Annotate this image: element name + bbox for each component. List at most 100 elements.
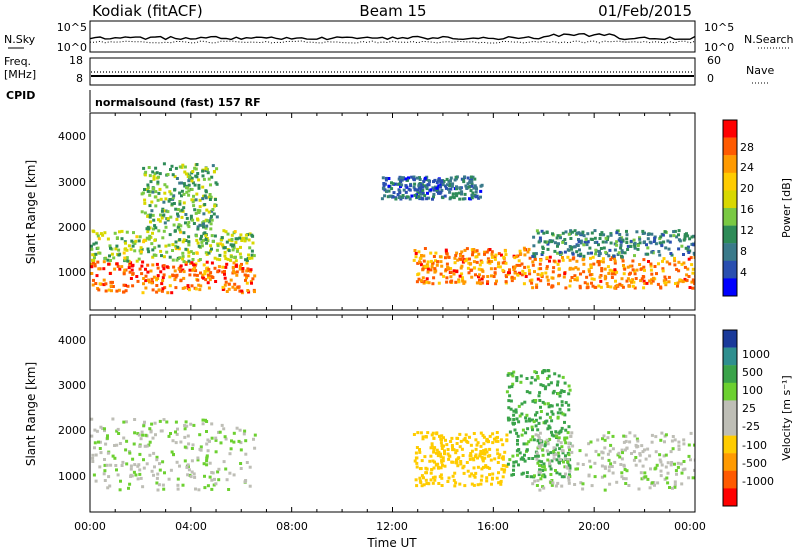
velocity-echo-cell	[481, 459, 485, 463]
power-echo-cell	[629, 244, 633, 248]
power-echo-cell	[423, 176, 427, 180]
velocity-echo-cell	[496, 439, 500, 443]
power-echo-cell	[152, 218, 156, 222]
power-echo-cell	[515, 255, 518, 259]
power-echo-cell	[104, 289, 108, 293]
power-echo-cell	[204, 196, 208, 200]
power-echo-cell	[677, 260, 681, 264]
velocity-echo-cell	[193, 475, 197, 479]
velocity-echo-cell	[689, 458, 692, 462]
beam-title: Beam 15	[359, 2, 426, 20]
power-echo-cell	[451, 182, 455, 186]
power-echo-cell	[178, 200, 182, 203]
power-echo-cell	[181, 268, 185, 272]
power-echo-cell	[226, 257, 230, 261]
velocity-echo-cell	[176, 487, 180, 491]
power-echo-cell	[159, 270, 163, 274]
power-echo-cell	[396, 193, 400, 196]
power-echo-cell	[183, 286, 187, 290]
velocity-echo-cell	[593, 461, 597, 465]
velocity-echo-cell	[192, 423, 196, 427]
velocity-echo-cell	[453, 484, 457, 488]
velocity-echo-cell	[205, 430, 208, 433]
velocity-echo-cell	[535, 484, 539, 487]
velocity-echo-cell	[455, 461, 459, 465]
velocity-echo-cell	[127, 486, 130, 490]
power-echo-cell	[154, 190, 158, 194]
power-echo-cell	[510, 275, 514, 279]
power-echo-cell	[387, 177, 391, 180]
velocity-scale-tick-500: 500	[742, 366, 763, 379]
velocity-echo-cell	[548, 426, 552, 430]
power-echo-cell	[643, 268, 646, 272]
velocity-echo-cell	[170, 450, 174, 454]
velocity-echo-cell	[225, 478, 229, 482]
velocity-echo-cell	[145, 462, 149, 466]
velocity-echo-cell	[609, 443, 613, 447]
power-echo-cell	[191, 200, 195, 204]
power-echo-cell	[593, 229, 597, 233]
power-echo-cell	[97, 267, 101, 271]
power-echo-cell	[597, 263, 601, 267]
velocity-echo-cell	[552, 449, 556, 453]
velocity-echo-cell	[214, 436, 218, 440]
power-echo-cell	[187, 243, 191, 247]
power-echo-cell	[664, 246, 668, 250]
velocity-echo-cell	[648, 454, 652, 458]
power-echo-cell	[457, 280, 461, 284]
velocity-echo-cell	[675, 472, 678, 476]
power-echo-cell	[455, 187, 458, 191]
velocity-colorbar-segment	[723, 435, 737, 454]
power-scale-tick-24: 24	[740, 161, 754, 174]
power-echo-cell	[575, 232, 579, 235]
power-echo-cell	[438, 255, 442, 259]
velocity-echo-cell	[648, 486, 652, 490]
power-echo-cell	[182, 260, 186, 263]
power-echo-cell	[184, 221, 187, 225]
power-echo-cell	[445, 262, 449, 266]
power-echo-cell	[242, 236, 245, 240]
power-echo-cell	[250, 249, 254, 253]
power-echo-cell	[532, 252, 536, 256]
power-echo-cell	[146, 214, 150, 218]
velocity-echo-cell	[468, 454, 472, 458]
power-echo-cell	[140, 264, 144, 268]
velocity-echo-cell	[482, 449, 486, 453]
velocity-echo-cell	[531, 435, 535, 439]
velocity-echo-cell	[525, 475, 529, 478]
power-echo-cell	[566, 255, 570, 259]
power-echo-cell	[690, 280, 694, 284]
velocity-echo-cell	[671, 447, 675, 451]
power-echo-cell	[479, 195, 482, 199]
velocity-echo-cell	[693, 443, 695, 447]
power-echo-cell	[649, 268, 653, 272]
velocity-echo-cell	[95, 429, 99, 433]
velocity-echo-cell	[217, 467, 221, 471]
power-echo-cell	[113, 267, 117, 271]
power-echo-cell	[553, 249, 557, 253]
velocity-echo-cell	[436, 454, 440, 458]
velocity-echo-cell	[576, 462, 580, 466]
velocity-echo-cell	[682, 442, 686, 446]
power-echo-cell	[91, 261, 95, 265]
velocity-echo-cell	[517, 404, 521, 408]
power-echo-cell	[662, 240, 666, 244]
velocity-echo-cell	[529, 381, 533, 385]
power-echo-cell	[638, 237, 642, 241]
velocity-echo-cell	[205, 420, 209, 423]
velocity-echo-cell	[156, 472, 160, 476]
power-echo-cell	[444, 256, 447, 260]
power-echo-cell	[432, 180, 435, 184]
velocity-echo-cell	[508, 430, 512, 434]
velocity-echo-cell	[218, 430, 222, 434]
power-echo-cell	[98, 251, 102, 255]
velocity-echo-cell	[538, 399, 542, 402]
velocity-echo-cell	[524, 419, 528, 423]
velocity-echo-cell	[601, 451, 605, 455]
velocity-scale-tick-neg500: -500	[742, 457, 767, 470]
velocity-echo-cell	[536, 479, 540, 483]
power-echo-cell	[473, 266, 477, 270]
power-echo-cell	[204, 238, 208, 241]
power-echo-cell	[155, 290, 159, 294]
velocity-echo-cell	[507, 418, 511, 422]
